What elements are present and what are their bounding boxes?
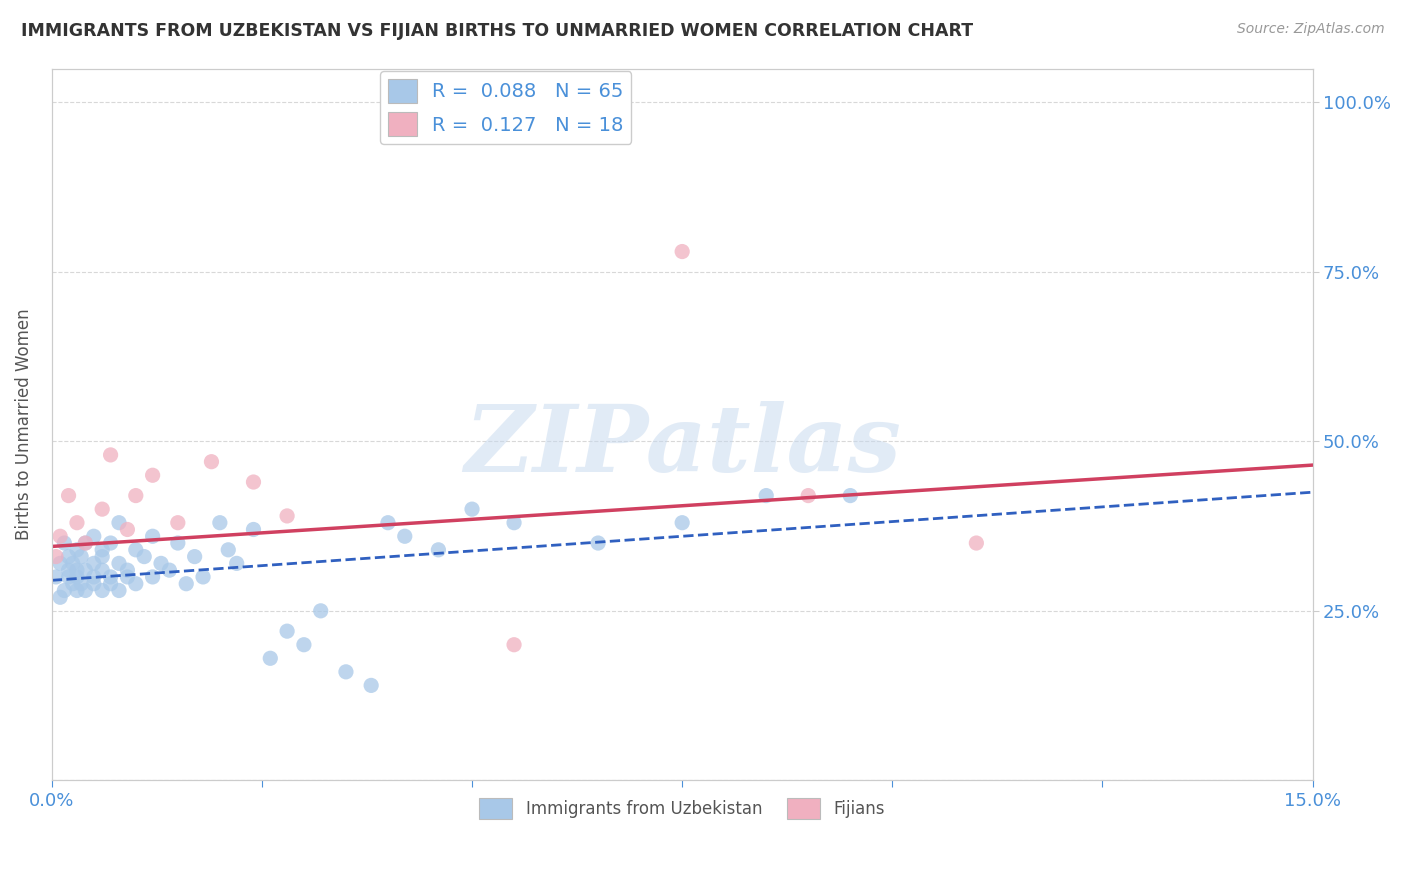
- Point: [335, 665, 357, 679]
- Point: [100, 448, 122, 462]
- Point: [671, 516, 693, 530]
- Point: [45, 549, 67, 564]
- Point: [208, 516, 231, 530]
- Point: [100, 576, 122, 591]
- Point: [100, 536, 122, 550]
- Point: [586, 536, 609, 550]
- Point: [108, 557, 131, 571]
- Point: [91, 549, 114, 564]
- Point: [58, 489, 80, 503]
- Point: [174, 576, 197, 591]
- Point: [100, 570, 122, 584]
- Point: [134, 549, 156, 564]
- Point: [166, 536, 188, 550]
- Point: [191, 570, 214, 584]
- Point: [242, 523, 264, 537]
- Point: [66, 570, 89, 584]
- Point: [58, 549, 80, 564]
- Point: [108, 583, 131, 598]
- Point: [377, 516, 399, 530]
- Point: [839, 489, 862, 503]
- Point: [75, 583, 97, 598]
- Point: [125, 489, 148, 503]
- Point: [49, 591, 72, 605]
- Point: [53, 583, 76, 598]
- Point: [797, 489, 820, 503]
- Point: [66, 542, 89, 557]
- Point: [83, 557, 105, 571]
- Legend: Immigrants from Uzbekistan, Fijians: Immigrants from Uzbekistan, Fijians: [472, 792, 891, 825]
- Point: [125, 542, 148, 557]
- Point: [142, 570, 165, 584]
- Point: [142, 529, 165, 543]
- Point: [965, 536, 987, 550]
- Point: [62, 557, 84, 571]
- Point: [70, 549, 93, 564]
- Point: [117, 570, 139, 584]
- Point: [83, 576, 105, 591]
- Point: [66, 583, 89, 598]
- Point: [62, 576, 84, 591]
- Point: [91, 563, 114, 577]
- Point: [276, 624, 298, 639]
- Point: [671, 244, 693, 259]
- Point: [225, 557, 247, 571]
- Point: [75, 536, 97, 550]
- Point: [75, 536, 97, 550]
- Point: [66, 516, 89, 530]
- Point: [91, 583, 114, 598]
- Point: [503, 638, 526, 652]
- Point: [117, 563, 139, 577]
- Point: [503, 516, 526, 530]
- Y-axis label: Births to Unmarried Women: Births to Unmarried Women: [15, 309, 32, 541]
- Point: [49, 557, 72, 571]
- Point: [461, 502, 484, 516]
- Point: [159, 563, 181, 577]
- Text: ZIPatlas: ZIPatlas: [464, 401, 901, 491]
- Point: [276, 508, 298, 523]
- Point: [166, 516, 188, 530]
- Point: [91, 542, 114, 557]
- Point: [66, 563, 89, 577]
- Point: [150, 557, 173, 571]
- Point: [53, 536, 76, 550]
- Point: [58, 563, 80, 577]
- Point: [108, 516, 131, 530]
- Point: [427, 542, 450, 557]
- Point: [360, 678, 382, 692]
- Point: [91, 502, 114, 516]
- Point: [292, 638, 315, 652]
- Point: [394, 529, 416, 543]
- Point: [83, 529, 105, 543]
- Text: Source: ZipAtlas.com: Source: ZipAtlas.com: [1237, 22, 1385, 37]
- Point: [49, 529, 72, 543]
- Point: [242, 475, 264, 489]
- Point: [217, 542, 239, 557]
- Point: [58, 570, 80, 584]
- Point: [259, 651, 281, 665]
- Text: IMMIGRANTS FROM UZBEKISTAN VS FIJIAN BIRTHS TO UNMARRIED WOMEN CORRELATION CHART: IMMIGRANTS FROM UZBEKISTAN VS FIJIAN BIR…: [21, 22, 973, 40]
- Point: [117, 523, 139, 537]
- Point: [142, 468, 165, 483]
- Point: [70, 576, 93, 591]
- Point: [75, 563, 97, 577]
- Point: [83, 570, 105, 584]
- Point: [183, 549, 205, 564]
- Point: [755, 489, 778, 503]
- Point: [45, 570, 67, 584]
- Point: [200, 455, 222, 469]
- Point: [125, 576, 148, 591]
- Point: [309, 604, 332, 618]
